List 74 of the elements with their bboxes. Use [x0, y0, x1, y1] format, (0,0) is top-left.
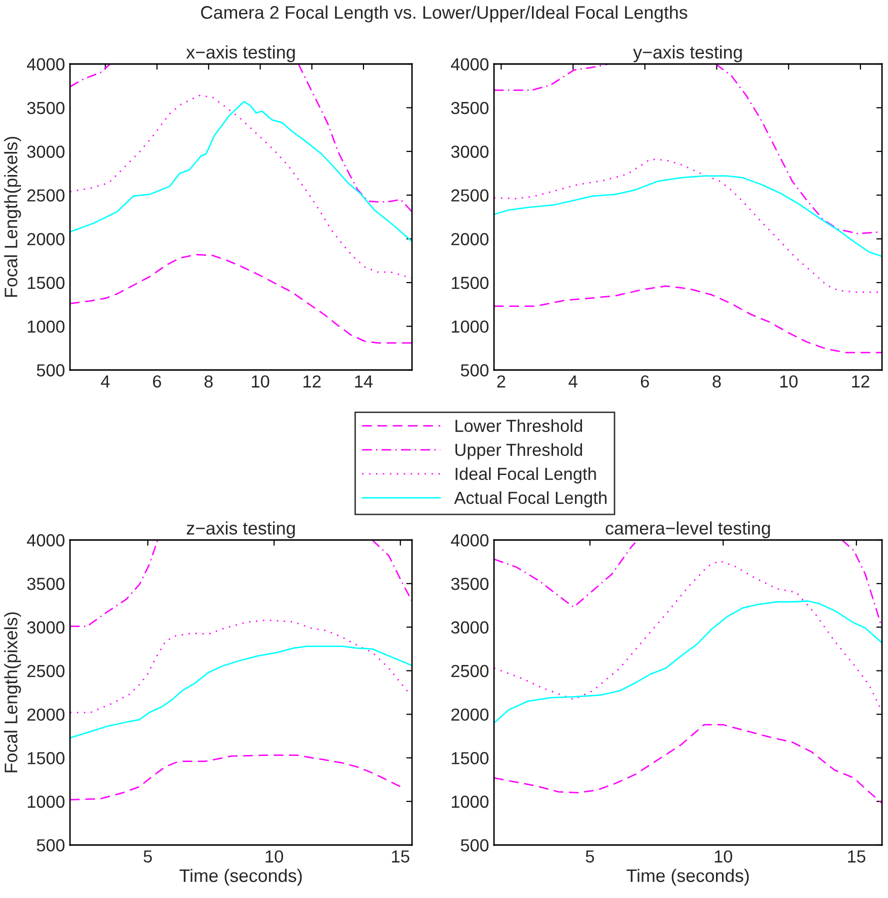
y-tick-label: 1000 — [28, 320, 64, 333]
chart-title: x−axis testing — [186, 45, 295, 62]
line-series — [70, 94, 412, 279]
line-series — [494, 600, 882, 724]
chart-title: camera−level testing — [606, 521, 770, 538]
y-tick-label: 2500 — [451, 664, 488, 678]
y-tick-label: 3000 — [451, 146, 488, 158]
x-tick-label: 10 — [266, 850, 284, 863]
y-tick-label: 500 — [460, 839, 488, 852]
y-tick-label: 3000 — [27, 621, 64, 634]
x-tick-label: 12 — [304, 375, 321, 388]
x-tick-label: 5 — [586, 850, 594, 863]
x-tick-label: 15 — [392, 850, 410, 863]
y-tick-label: 1500 — [452, 276, 488, 290]
y-axis-title: Focal Length(pixels) — [4, 612, 21, 772]
legend-label: Upper Threshold — [455, 443, 582, 460]
line-series — [70, 100, 412, 242]
x-tick-label: 2 — [497, 375, 506, 388]
text: Camera 2 Focal Length vs. Lower/Upper/Ideal Focal Lengths — [201, 6, 688, 22]
y-tick-label: 4000 — [450, 534, 488, 546]
x-tick-label: 10 — [714, 850, 732, 863]
y-tick-label: 500 — [36, 364, 64, 376]
line-series — [494, 175, 882, 258]
x-tick-label: 14 — [355, 376, 373, 388]
x-tick-label: 6 — [640, 375, 649, 388]
y-tick-label: 3500 — [27, 102, 64, 114]
x-tick-label: 6 — [153, 375, 162, 388]
y-tick-label: 500 — [36, 839, 64, 852]
y-tick-label: 4000 — [26, 534, 64, 546]
legend-label: Actual Focal Length — [454, 491, 606, 508]
y-tick-label: 3000 — [451, 621, 488, 634]
line-series — [494, 724, 882, 804]
x-tick-label: 15 — [848, 850, 866, 863]
x-tick-label: 5 — [144, 850, 152, 863]
line-series — [70, 754, 402, 800]
line-series — [70, 646, 412, 739]
line-series — [494, 285, 882, 354]
y-tick-label: 2500 — [27, 664, 64, 678]
x-axis-title: Time (seconds) — [180, 868, 302, 886]
y-tick-label: 1000 — [452, 320, 488, 333]
y-tick-label: 2000 — [27, 708, 64, 721]
legend-label: Lower Threshold — [456, 419, 582, 432]
x-tick-label: 10 — [252, 375, 270, 388]
line-series — [70, 254, 412, 344]
chart-title: z−axis testing — [186, 521, 295, 538]
y-axis-title: Focal Length(pixels) — [4, 136, 21, 297]
x-tick-label: 12 — [852, 375, 870, 388]
y-tick-label: 4000 — [450, 58, 488, 70]
x-tick-label: 4 — [100, 376, 110, 388]
y-tick-label: 3000 — [27, 146, 64, 158]
y-tick-label: 2500 — [27, 189, 64, 202]
y-tick-label: 1500 — [28, 752, 64, 764]
y-tick-label: 2000 — [451, 233, 488, 246]
y-tick-label: 2000 — [27, 233, 64, 246]
chart-title: y−axis testing — [633, 45, 742, 62]
y-tick-label: 2500 — [451, 189, 488, 202]
legend-label: Ideal Focal Length — [456, 467, 596, 484]
y-tick-label: 3500 — [27, 578, 64, 590]
y-tick-label: 4000 — [26, 58, 64, 70]
y-tick-label: 500 — [460, 364, 488, 376]
y-tick-label: 1500 — [28, 276, 64, 290]
y-tick-label: 1500 — [452, 752, 488, 764]
x-tick-label: 8 — [204, 375, 213, 388]
x-axis-title: Time (seconds) — [626, 868, 749, 886]
x-tick-label: 10 — [780, 375, 798, 388]
y-tick-label: 3500 — [451, 578, 488, 590]
x-tick-label: 8 — [712, 375, 721, 388]
x-tick-label: 4 — [568, 376, 578, 388]
y-tick-label: 1000 — [28, 796, 64, 808]
y-tick-label: 3500 — [451, 102, 488, 114]
y-tick-label: 2000 — [451, 708, 488, 721]
line-series — [494, 560, 882, 709]
line-series — [70, 619, 410, 714]
y-tick-label: 1000 — [452, 796, 488, 808]
